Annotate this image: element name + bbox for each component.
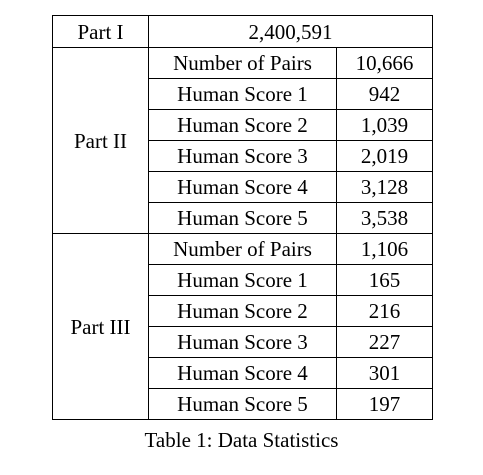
metric-value: 227	[336, 326, 433, 358]
metric-value: 197	[336, 388, 433, 420]
metric-label: Human Score 2	[148, 295, 337, 327]
data-statistics-table: Part I 2,400,591 Part II Number of Pairs…	[52, 15, 433, 420]
metric-value: 3,128	[336, 171, 433, 203]
metric-label: Human Score 5	[148, 388, 337, 420]
table-row: Human Score 3 227	[53, 326, 433, 358]
metric-label: Number of Pairs	[148, 47, 337, 79]
part1-row: Part I 2,400,591	[52, 15, 433, 48]
metric-label: Human Score 3	[148, 326, 337, 358]
metric-value: 3,538	[336, 202, 433, 234]
part3-label: Part III	[52, 233, 149, 420]
table-row: Human Score 1 942	[53, 78, 433, 110]
metric-value: 1,039	[336, 109, 433, 141]
metric-label: Human Score 3	[148, 140, 337, 172]
part2-label: Part II	[52, 47, 149, 234]
metric-value: 2,019	[336, 140, 433, 172]
part1-label: Part I	[52, 15, 149, 48]
table-row: Human Score 5 3,538	[53, 202, 433, 234]
metric-label: Human Score 5	[148, 202, 337, 234]
table-row: Human Score 4 301	[53, 357, 433, 389]
metric-value: 942	[336, 78, 433, 110]
table-row: Human Score 1 165	[53, 264, 433, 296]
metric-value: 216	[336, 295, 433, 327]
table-caption: Table 1: Data Statistics	[144, 428, 339, 452]
table-row: Human Score 5 197	[53, 388, 433, 420]
table-row: Human Score 2 216	[53, 295, 433, 327]
metric-label: Human Score 1	[148, 78, 337, 110]
metric-value: 165	[336, 264, 433, 296]
metric-label: Human Score 4	[148, 357, 337, 389]
metric-label: Human Score 1	[148, 264, 337, 296]
metric-label: Human Score 2	[148, 109, 337, 141]
metric-value: 301	[336, 357, 433, 389]
part1-value: 2,400,591	[148, 15, 433, 48]
metric-value: 10,666	[336, 47, 433, 79]
metric-label: Number of Pairs	[148, 233, 337, 265]
metric-value: 1,106	[336, 233, 433, 265]
table-row: Part III Number of Pairs 1,106	[52, 233, 433, 420]
table-row: Part II Number of Pairs 10,666	[52, 47, 433, 234]
metric-label: Human Score 4	[148, 171, 337, 203]
